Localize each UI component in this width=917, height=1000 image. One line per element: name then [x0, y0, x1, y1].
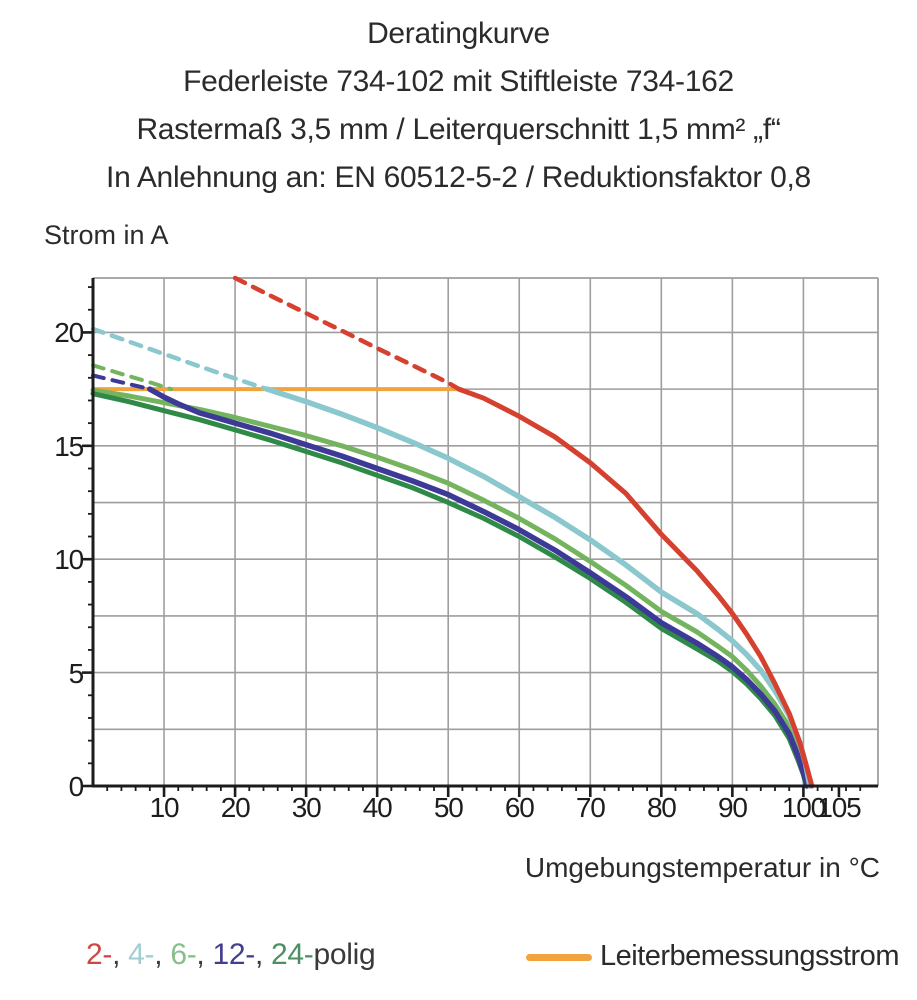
curve-6polig-dashed — [91, 363, 174, 392]
pole-count-legend: 2-, 4-, 6-, 12-, 24-polig — [86, 938, 376, 972]
curve-12polig — [147, 386, 810, 789]
y-tick-label-0: 0 — [68, 771, 85, 802]
curve-2polig — [456, 386, 815, 789]
legend-pole-4polig: 4- — [128, 938, 155, 971]
x-tick-label-100: 100 — [781, 792, 826, 823]
y-tick-label-15: 15 — [54, 430, 84, 462]
x-tick-label-40: 40 — [362, 792, 393, 823]
curve-12polig-dashed — [91, 373, 152, 392]
rated-current-label: Leiterbemessungsstrom — [600, 940, 899, 972]
x-tick-label-20: 20 — [220, 792, 251, 823]
x-axis-title: Umgebungstemperatur in °C — [524, 852, 880, 883]
y-axis-title: Strom in A — [44, 220, 169, 250]
title-block: Deratingkurve Federleiste 734-102 mit St… — [0, 10, 917, 202]
x-tick-label-80: 80 — [646, 792, 677, 823]
title-line-3: Rastermaß 3,5 mm / Leiterquerschnitt 1,5… — [136, 113, 781, 146]
curve-6polig — [90, 387, 811, 789]
rated-current-swatch — [526, 954, 592, 961]
legend-suffix: polig — [313, 938, 376, 971]
x-tick-label-60: 60 — [504, 792, 535, 823]
x-tick-label-105: 105 — [817, 792, 861, 823]
x-tick-label-90: 90 — [717, 792, 748, 823]
legend-separator: , — [112, 938, 129, 971]
legend-separator: , — [154, 938, 171, 971]
curve-2polig-dashed — [232, 275, 462, 392]
curve-24polig — [90, 391, 809, 789]
x-tick-label-10: 10 — [149, 792, 180, 823]
legend-separator: , — [196, 938, 213, 971]
y-tick-label-5: 5 — [68, 657, 85, 689]
title-line-4: In Anlehnung an: EN 60512-5-2 / Reduktio… — [106, 161, 811, 194]
legend-pole-2polig: 2- — [86, 938, 113, 971]
legend-pole-24polig: 24- — [271, 938, 314, 971]
title-line-1: Deratingkurve — [367, 17, 550, 50]
x-tick-label-30: 30 — [291, 792, 322, 823]
x-tick-label-50: 50 — [433, 792, 464, 823]
curve-4polig-dashed — [90, 326, 270, 392]
x-tick-label-70: 70 — [575, 792, 606, 823]
legend-pole-6polig: 6- — [170, 938, 197, 971]
y-tick-label-10: 10 — [54, 544, 84, 576]
legend-separator: , — [254, 938, 272, 971]
title-line-2: Federleiste 734-102 mit Stiftleiste 734-… — [183, 65, 734, 98]
legend-pole-12polig: 12- — [212, 938, 255, 971]
y-tick-label-20: 20 — [54, 317, 84, 349]
